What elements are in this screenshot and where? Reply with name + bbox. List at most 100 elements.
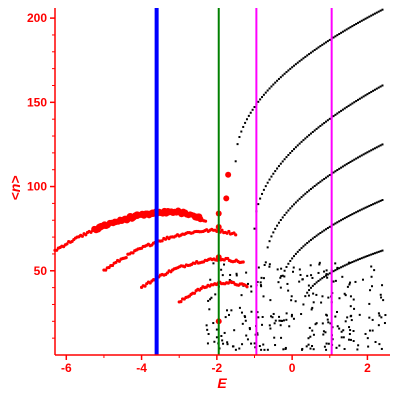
black-point — [266, 89, 269, 92]
black-point — [384, 314, 387, 317]
black-point — [353, 260, 356, 263]
black-point — [338, 32, 341, 35]
black-point — [264, 91, 267, 94]
black-point — [279, 162, 282, 165]
black-point — [276, 224, 279, 227]
black-point — [224, 316, 227, 319]
black-point — [281, 216, 284, 219]
black-point — [341, 275, 344, 278]
black-point — [341, 218, 344, 221]
black-point — [282, 348, 285, 351]
black-point — [253, 106, 256, 109]
black-point — [321, 179, 324, 182]
black-point — [241, 343, 244, 346]
black-point — [309, 187, 312, 190]
black-point — [298, 197, 301, 200]
black-point — [213, 340, 216, 343]
black-point — [300, 313, 303, 316]
black-point — [266, 246, 269, 249]
black-point — [338, 327, 341, 330]
black-point — [251, 108, 254, 111]
black-point — [318, 263, 321, 266]
black-point — [240, 294, 243, 297]
black-point — [366, 93, 369, 96]
black-point — [381, 199, 384, 202]
black-point — [312, 348, 315, 351]
black-point — [311, 276, 314, 279]
black-point — [260, 276, 263, 279]
black-point — [375, 251, 378, 254]
black-point — [285, 156, 288, 159]
black-point — [315, 293, 318, 296]
black-point — [277, 165, 280, 168]
black-point — [322, 330, 325, 333]
red-point — [245, 285, 249, 289]
black-point — [272, 231, 275, 234]
black-point — [283, 213, 286, 216]
black-point — [309, 51, 312, 54]
black-point — [268, 265, 271, 268]
black-point — [357, 21, 360, 24]
black-point — [272, 312, 275, 315]
black-point — [366, 254, 369, 257]
black-point — [321, 295, 324, 298]
black-point — [262, 277, 265, 280]
black-point — [332, 115, 335, 118]
black-point — [285, 318, 288, 321]
black-point — [214, 293, 217, 296]
black-point — [291, 66, 294, 69]
black-point — [326, 227, 329, 230]
black-point — [354, 280, 357, 283]
black-point — [302, 57, 305, 60]
black-point — [380, 316, 383, 319]
black-point — [270, 315, 273, 318]
black-point — [235, 274, 238, 277]
black-point — [327, 321, 330, 324]
black-point — [381, 143, 384, 146]
black-point — [312, 292, 315, 295]
black-point — [309, 347, 312, 350]
vertical-lines-layer — [154, 8, 333, 355]
black-point — [368, 329, 371, 332]
black-point — [351, 213, 354, 216]
black-point — [300, 196, 303, 199]
black-point — [342, 329, 345, 332]
black-point — [276, 167, 279, 170]
black-point — [228, 278, 231, 281]
black-point — [257, 316, 260, 319]
black-point — [231, 345, 234, 348]
black-point — [279, 218, 282, 221]
black-point — [358, 97, 361, 100]
black-point — [358, 313, 361, 316]
black-point — [261, 96, 264, 99]
black-point — [353, 101, 356, 104]
black-point — [290, 295, 293, 298]
black-point — [374, 341, 377, 344]
black-point — [370, 275, 373, 278]
black-point — [349, 26, 352, 29]
black-point — [343, 217, 346, 220]
black-point — [349, 305, 352, 308]
black-point — [379, 199, 382, 202]
black-point — [302, 194, 305, 197]
black-point — [381, 249, 384, 252]
black-point — [270, 85, 273, 88]
black-point — [280, 275, 283, 278]
black-point — [313, 184, 316, 187]
black-point — [294, 252, 297, 255]
black-point — [362, 256, 365, 259]
black-point — [349, 214, 352, 217]
black-point — [301, 278, 304, 281]
black-point — [292, 270, 295, 273]
black-point — [326, 40, 329, 43]
black-point — [358, 155, 361, 158]
black-point — [287, 289, 290, 292]
black-point — [355, 211, 358, 214]
black-point — [280, 267, 283, 270]
black-point — [326, 318, 329, 321]
black-point — [379, 85, 382, 88]
black-point — [332, 171, 335, 174]
black-point — [325, 269, 328, 272]
black-point — [287, 209, 290, 212]
